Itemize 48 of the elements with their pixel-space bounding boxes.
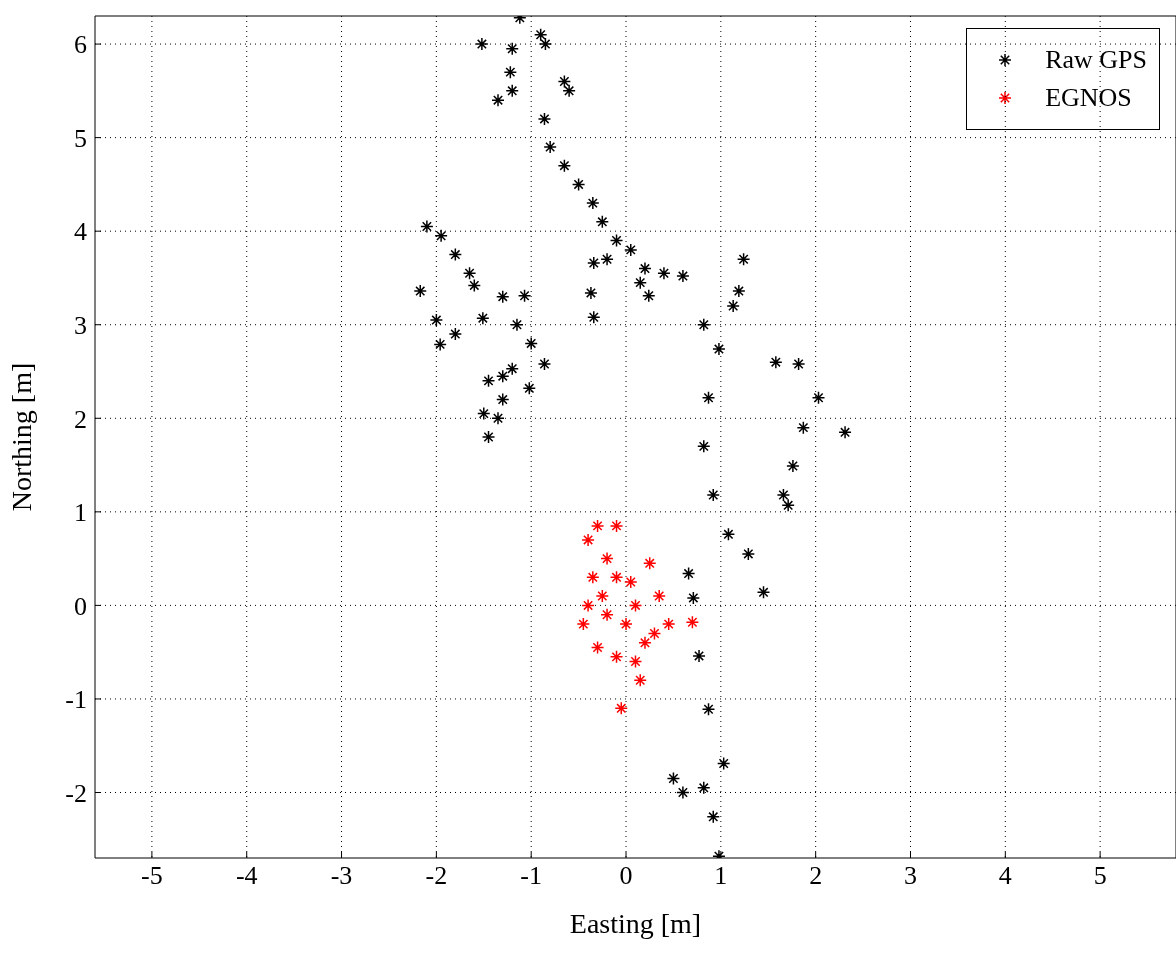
point: [586, 570, 600, 585]
point: [628, 598, 643, 613]
x-tick-label: 0: [619, 861, 633, 891]
point: [590, 519, 605, 533]
point: [647, 626, 662, 641]
point: [619, 617, 633, 631]
y-tick-label: -2: [65, 778, 87, 808]
point: [590, 640, 605, 655]
point: [609, 519, 624, 533]
point: [624, 575, 638, 589]
x-tick-label: 2: [809, 861, 823, 891]
point: [609, 570, 624, 585]
point: [581, 598, 595, 613]
legend-label: EGNOS: [1045, 83, 1132, 113]
point: [609, 650, 624, 664]
x-tick-label: 1: [714, 861, 728, 891]
point: [685, 615, 700, 629]
x-tick-label: 3: [903, 861, 917, 891]
point: [595, 589, 610, 603]
x-axis-title: Easting [m]: [569, 908, 702, 939]
y-tick-label: 3: [74, 310, 87, 340]
point: [633, 673, 647, 687]
x-tick-label: -5: [141, 861, 163, 891]
point: [638, 636, 652, 650]
x-tick-label: -4: [235, 861, 258, 891]
point: [652, 589, 666, 603]
y-tick-label: 0: [74, 591, 87, 621]
x-tick-label: 5: [1093, 861, 1107, 891]
point: [628, 654, 643, 669]
y-tick-label: 6: [74, 30, 87, 60]
legend-label: Raw GPS: [1045, 45, 1147, 75]
y-tick-label: 4: [74, 217, 87, 247]
point: [581, 533, 595, 547]
y-tick-label: 1: [74, 498, 87, 528]
x-tick-label: 4: [998, 861, 1012, 891]
point: [600, 608, 614, 622]
point: [661, 617, 676, 631]
y-tick-label: 2: [74, 404, 87, 434]
point: [614, 701, 629, 716]
y-tick-label: -1: [65, 685, 87, 715]
x-tick-label: -2: [425, 861, 448, 891]
y-axis-title: Northing [m]: [5, 362, 37, 512]
point: [642, 556, 657, 571]
y-tick-label: 5: [74, 123, 87, 153]
point: [600, 551, 614, 566]
x-tick-label: -1: [520, 861, 543, 891]
point: [576, 617, 591, 631]
x-tick-label: -3: [330, 861, 353, 891]
